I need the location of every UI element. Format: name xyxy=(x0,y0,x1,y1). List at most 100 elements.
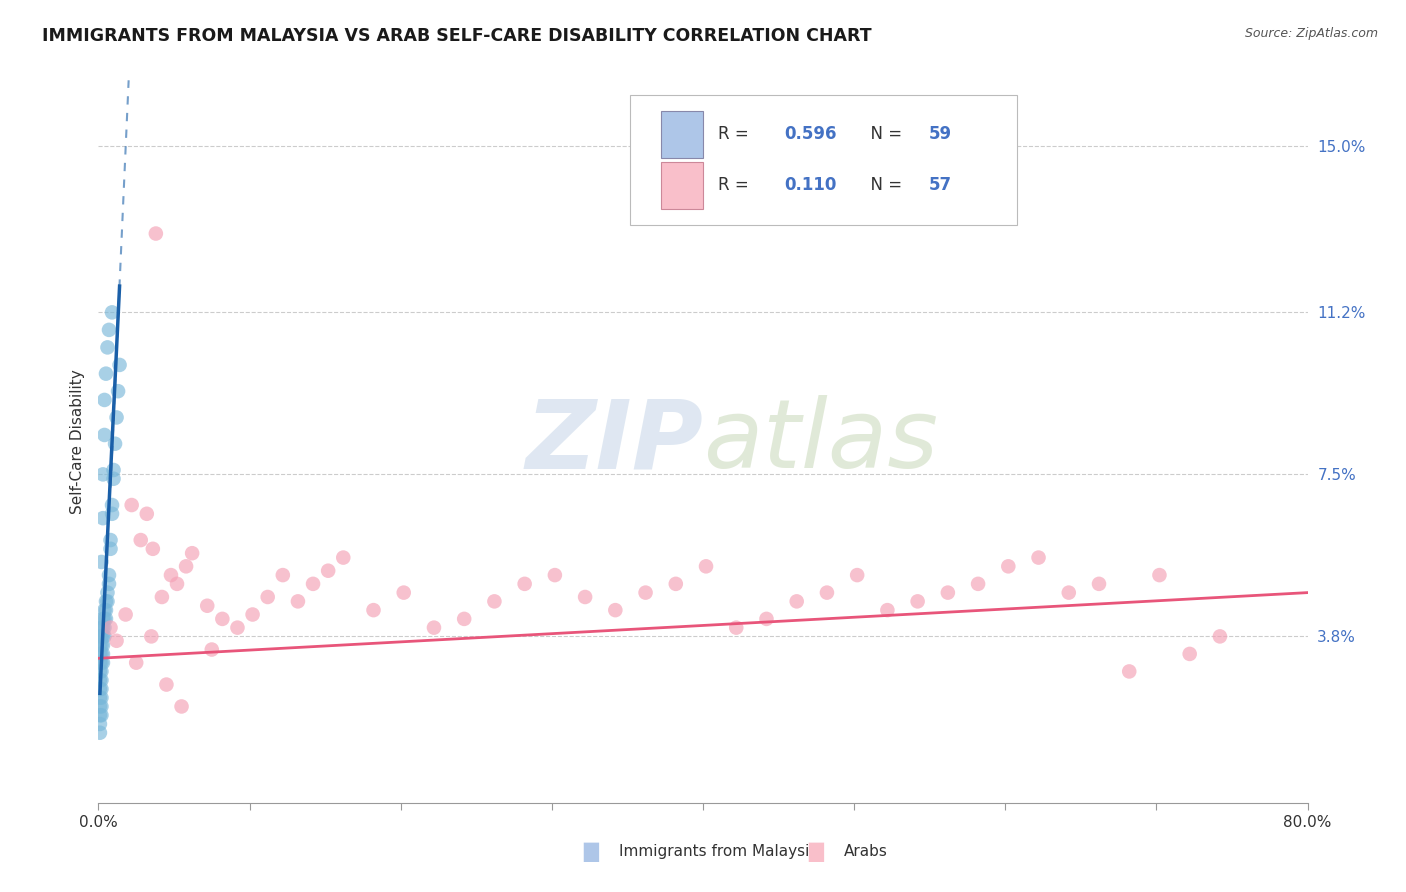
Text: N =: N = xyxy=(860,176,907,194)
Point xyxy=(141,629,163,643)
Point xyxy=(846,568,869,582)
Point xyxy=(142,541,165,556)
Point xyxy=(90,665,112,679)
Point xyxy=(96,585,118,599)
Point xyxy=(125,656,148,670)
Point xyxy=(967,577,990,591)
Point xyxy=(302,577,325,591)
Point xyxy=(89,665,111,679)
Point xyxy=(129,533,152,547)
Point xyxy=(695,559,717,574)
Point xyxy=(100,541,122,556)
Point xyxy=(271,568,294,582)
Point xyxy=(89,681,111,696)
Point xyxy=(544,568,567,582)
Point xyxy=(89,647,111,661)
Point xyxy=(93,603,115,617)
Point xyxy=(105,633,128,648)
Point xyxy=(121,498,143,512)
Text: N =: N = xyxy=(860,126,907,144)
Point xyxy=(1178,647,1201,661)
Point xyxy=(876,603,898,617)
Point xyxy=(90,621,112,635)
Point xyxy=(907,594,929,608)
Point xyxy=(94,612,117,626)
Point xyxy=(316,564,339,578)
Bar xyxy=(661,111,703,158)
Text: ZIP: ZIP xyxy=(524,395,703,488)
Point xyxy=(155,677,177,691)
Point xyxy=(1028,550,1050,565)
Point xyxy=(90,673,112,688)
Point xyxy=(107,384,129,399)
Point xyxy=(786,594,808,608)
Point xyxy=(135,507,157,521)
Point xyxy=(160,568,183,582)
Text: 0.110: 0.110 xyxy=(785,176,837,194)
Point xyxy=(103,463,125,477)
Point xyxy=(91,629,114,643)
Point xyxy=(91,647,114,661)
Point xyxy=(94,603,117,617)
Point xyxy=(90,638,112,652)
Point xyxy=(90,555,112,569)
Point xyxy=(242,607,264,622)
Point xyxy=(150,590,173,604)
Point xyxy=(93,621,115,635)
Point xyxy=(1057,585,1080,599)
Point xyxy=(89,629,111,643)
Point xyxy=(101,305,124,319)
Point xyxy=(89,717,111,731)
Point xyxy=(725,621,748,635)
Point xyxy=(101,498,124,512)
Point xyxy=(89,725,111,739)
Point xyxy=(89,656,111,670)
Point xyxy=(90,629,112,643)
Point xyxy=(105,410,128,425)
Point xyxy=(93,428,115,442)
Point xyxy=(89,708,111,723)
Point xyxy=(936,585,959,599)
Point xyxy=(423,621,446,635)
Point xyxy=(91,621,114,635)
Point xyxy=(90,699,112,714)
Text: 59: 59 xyxy=(929,126,952,144)
Text: R =: R = xyxy=(717,126,754,144)
Point xyxy=(103,472,125,486)
Point xyxy=(195,599,218,613)
Point xyxy=(93,629,115,643)
Point xyxy=(226,621,249,635)
Point xyxy=(181,546,204,560)
Point xyxy=(287,594,309,608)
Point xyxy=(93,612,115,626)
Text: Immigrants from Malaysia: Immigrants from Malaysia xyxy=(619,845,818,859)
Point xyxy=(89,638,111,652)
Y-axis label: Self-Care Disability: Self-Care Disability xyxy=(69,369,84,514)
Point xyxy=(91,656,114,670)
Point xyxy=(94,367,117,381)
Point xyxy=(256,590,278,604)
Text: █: █ xyxy=(583,842,598,862)
Point xyxy=(170,699,193,714)
Point xyxy=(392,585,415,599)
Text: R =: R = xyxy=(717,176,754,194)
Point xyxy=(665,577,688,591)
Point xyxy=(104,436,127,450)
Point xyxy=(108,358,131,372)
FancyBboxPatch shape xyxy=(630,95,1018,225)
Point xyxy=(89,673,111,688)
Point xyxy=(332,550,354,565)
Point xyxy=(98,323,121,337)
Point xyxy=(89,690,111,705)
Text: 57: 57 xyxy=(929,176,952,194)
Point xyxy=(98,577,121,591)
Point xyxy=(363,603,385,617)
Point xyxy=(574,590,596,604)
Point xyxy=(453,612,475,626)
Point xyxy=(91,612,114,626)
Point xyxy=(174,559,197,574)
Point xyxy=(755,612,778,626)
Point xyxy=(145,227,167,241)
Point xyxy=(114,607,136,622)
Point xyxy=(166,577,188,591)
